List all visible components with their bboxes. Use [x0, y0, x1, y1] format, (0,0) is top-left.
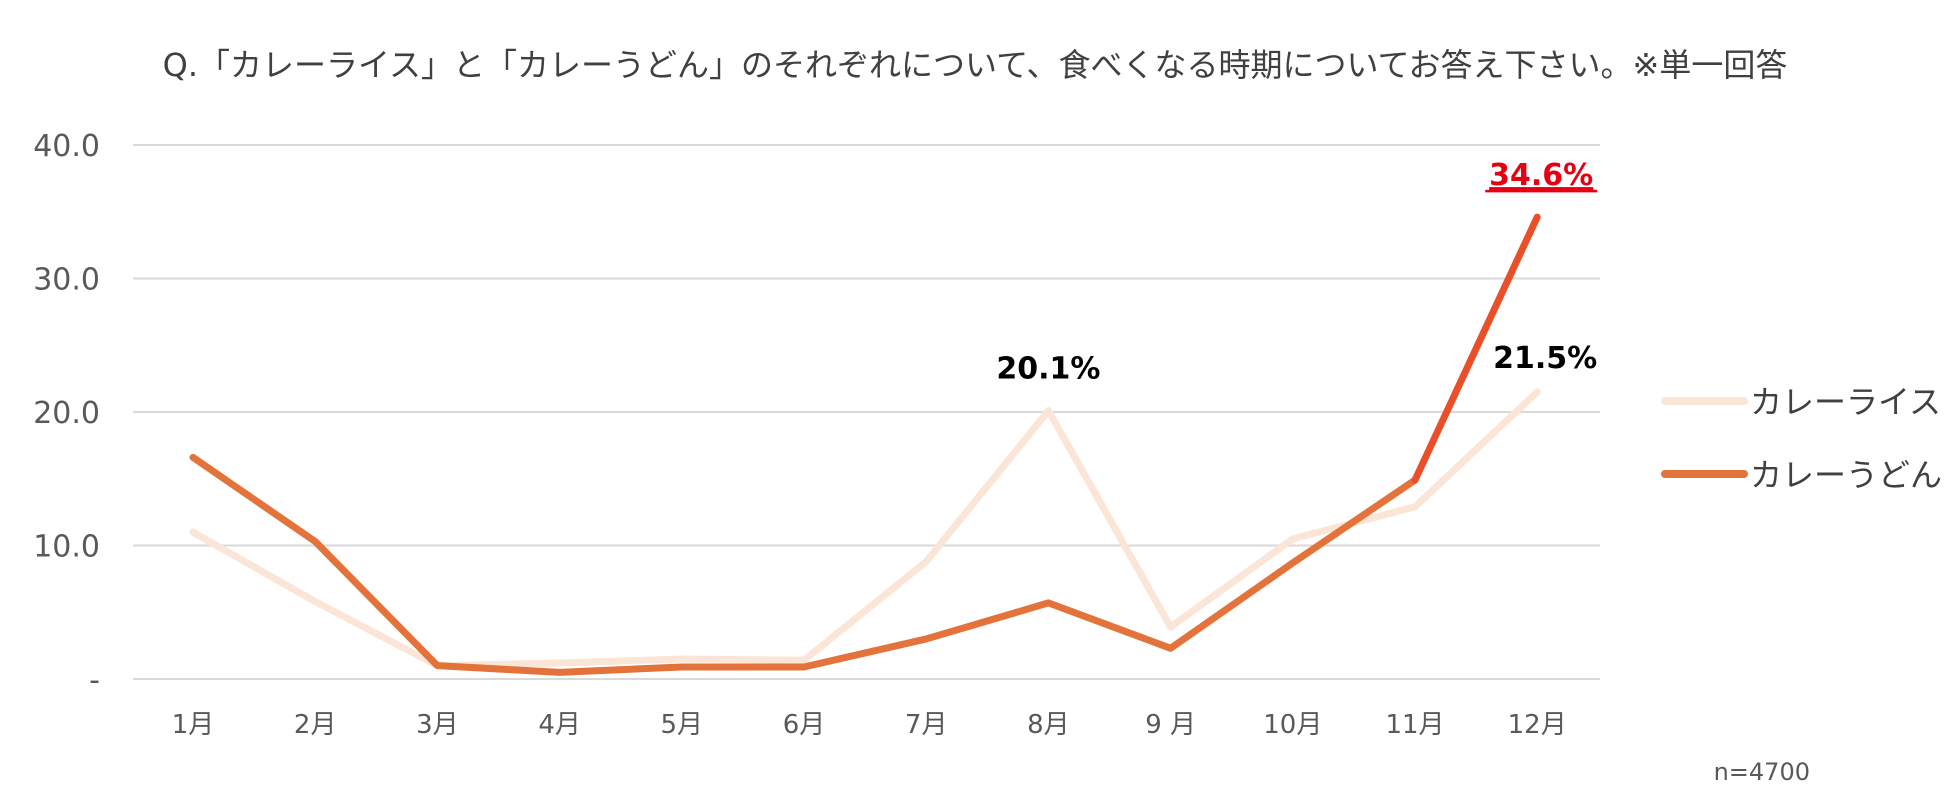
- x-tick-label: 3月: [416, 710, 459, 740]
- data-point: [557, 660, 563, 666]
- x-tick-label: 6月: [783, 710, 826, 740]
- legend-label: カレーうどん: [1750, 456, 1942, 494]
- x-tick-label: 1月: [172, 710, 215, 740]
- y-tick-label: 20.0: [33, 396, 100, 431]
- data-point: [1290, 560, 1296, 566]
- data-point: [923, 636, 929, 642]
- data-point: [1168, 645, 1174, 651]
- data-point: [1045, 600, 1051, 606]
- data-label: 21.5%: [1493, 341, 1597, 376]
- y-tick-label: -: [89, 663, 100, 698]
- data-point: [190, 454, 196, 460]
- data-label: 34.6%: [1489, 158, 1593, 193]
- series-line-0: [189, 388, 1541, 670]
- x-tick-label: 9 月: [1145, 710, 1196, 740]
- data-point: [1412, 504, 1418, 510]
- series-lines: [189, 213, 1541, 676]
- x-tick-label: 8月: [1027, 710, 1070, 740]
- y-axis-ticks: - 10.0 20.0 30.0 40.0: [33, 129, 100, 698]
- chart-title: Q.「カレーライス」と「カレーうどん」のそれぞれについて、食べくなる時期について…: [163, 46, 1788, 84]
- data-point: [557, 669, 563, 675]
- x-tick-label: 2月: [294, 710, 337, 740]
- y-tick-label: 40.0: [33, 129, 100, 164]
- x-tick-label: 11月: [1385, 710, 1444, 740]
- data-point: [801, 657, 807, 663]
- data-point: [801, 664, 807, 670]
- data-label: 20.1%: [996, 352, 1100, 387]
- x-tick-label: 10月: [1263, 710, 1322, 740]
- data-point: [1168, 624, 1174, 630]
- data-point: [1290, 536, 1296, 542]
- series-line-1-highlight: [1411, 213, 1541, 484]
- data-point: [312, 538, 318, 544]
- data-point: [1412, 477, 1418, 483]
- x-axis-ticks: 1月 2月 3月 4月 5月 6月 7月 8月 9 月 10月 11月 12月: [172, 710, 1567, 740]
- data-point: [1534, 389, 1540, 395]
- y-tick-label: 30.0: [33, 263, 100, 298]
- data-point: [190, 529, 196, 535]
- data-point: [679, 656, 685, 662]
- data-point: [1534, 214, 1540, 220]
- data-point: [679, 664, 685, 670]
- data-annotations: 20.1% 21.5% 34.6%: [996, 158, 1597, 387]
- x-tick-label: 12月: [1508, 710, 1567, 740]
- series-line-1: [189, 453, 1419, 676]
- legend-label: カレーライス: [1750, 383, 1941, 421]
- y-tick-label: 10.0: [33, 530, 100, 565]
- x-tick-label: 5月: [661, 710, 704, 740]
- data-point: [312, 599, 318, 605]
- x-tick-label: 7月: [905, 710, 948, 740]
- data-point: [923, 559, 929, 565]
- x-tick-label: 4月: [538, 710, 581, 740]
- data-point: [1045, 408, 1051, 414]
- grid-lines: [133, 144, 1600, 680]
- sample-size-note: n=4700: [1714, 758, 1810, 786]
- data-point: [434, 663, 440, 669]
